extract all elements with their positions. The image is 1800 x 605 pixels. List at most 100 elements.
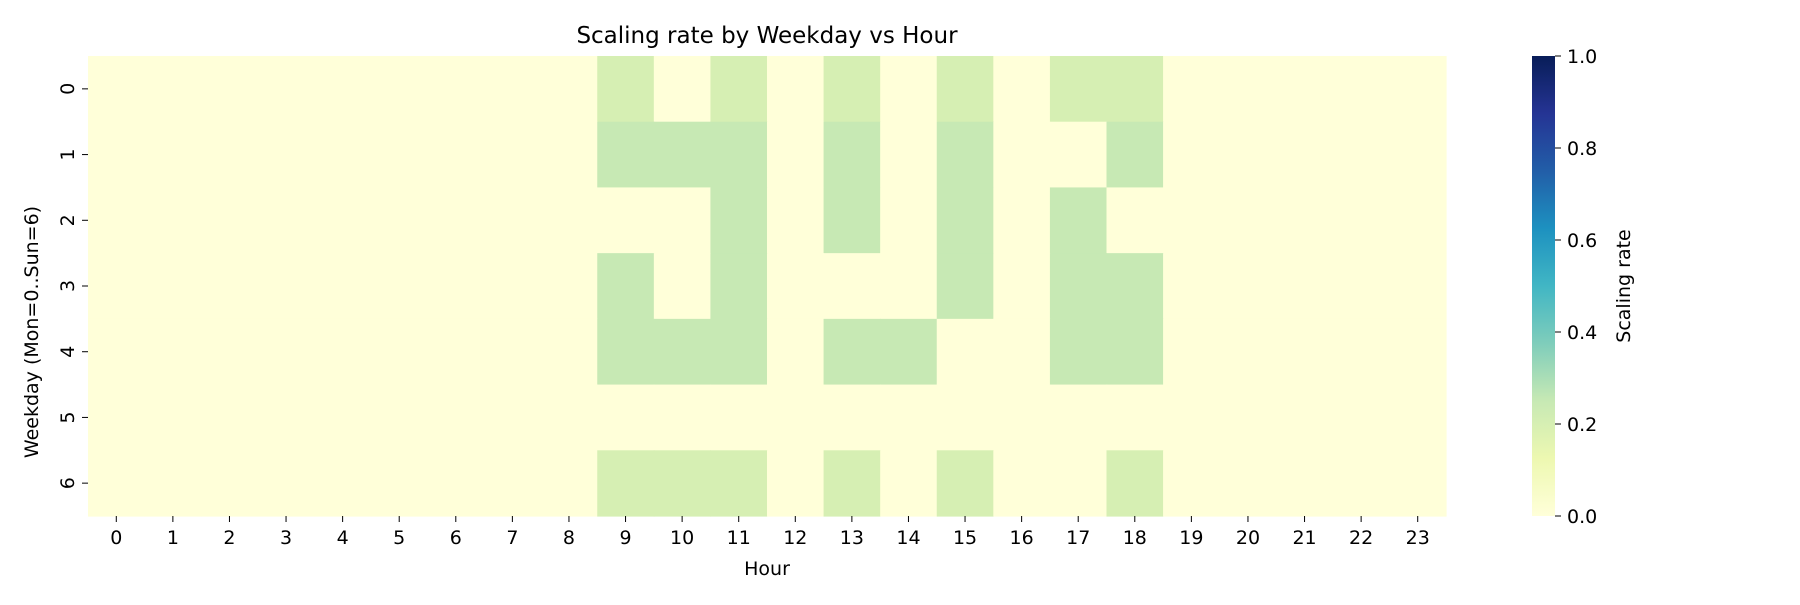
heatmap-cell: [540, 56, 598, 123]
heatmap-cell: [1219, 121, 1277, 189]
heatmap-cell: [257, 121, 315, 189]
heatmap-cell: [540, 121, 598, 189]
heatmap-cell: [1276, 450, 1334, 517]
heatmap-cell: [370, 384, 429, 451]
heatmap-cell: [201, 318, 259, 386]
x-tick-label: 7: [506, 527, 518, 549]
heatmap-cell: [484, 187, 542, 254]
heatmap-cell: [370, 56, 429, 123]
heatmap-cell: [597, 187, 655, 254]
heatmap-cell: [880, 56, 938, 123]
colorbar-tick-label: 0.6: [1567, 230, 1597, 252]
heatmap-cell: [823, 121, 881, 189]
heatmap-cell: [936, 253, 994, 320]
heatmap-cell: [144, 187, 202, 254]
colorbar-ticks: 0.0 0.2 0.4 0.6 0.8 1.0: [1555, 46, 1597, 528]
heatmap-cell: [597, 253, 655, 320]
heatmap-cell: [1389, 121, 1447, 189]
heatmap-cell: [1276, 384, 1334, 451]
y-tick-label: 3: [57, 280, 79, 292]
heatmap-cell: [540, 384, 598, 451]
heatmap-cell: [144, 121, 202, 189]
heatmap-cell: [88, 56, 146, 123]
heatmap-cell: [1106, 450, 1164, 517]
heatmap-cell: [880, 253, 938, 320]
heatmap-cell: [653, 253, 712, 320]
heatmap-cells: [88, 56, 1447, 517]
heatmap-cell: [823, 253, 881, 320]
heatmap-cell: [484, 56, 542, 123]
heatmap-cell: [144, 56, 202, 123]
colorbar: [1532, 56, 1555, 516]
y-tick-label: 6: [57, 477, 79, 489]
heatmap-cell: [201, 121, 259, 189]
heatmap-cell: [710, 384, 768, 451]
heatmap-cell: [314, 253, 372, 320]
x-axis-label: Hour: [744, 558, 790, 580]
colorbar-tick-label: 1.0: [1567, 46, 1597, 68]
y-axis-ticks: 0 1 2 3 4 5 6: [57, 83, 88, 489]
heatmap-cell: [1163, 121, 1221, 189]
x-tick-label: 5: [393, 527, 405, 549]
heatmap-cell: [936, 187, 994, 254]
colorbar-tick-label: 0.8: [1567, 138, 1597, 160]
heatmap-cell: [1389, 56, 1447, 123]
heatmap-cell: [1163, 187, 1221, 254]
x-tick-label: 23: [1406, 527, 1430, 549]
heatmap-cell: [597, 318, 655, 386]
x-tick-label: 11: [727, 527, 751, 549]
heatmap-cell: [1163, 450, 1221, 517]
heatmap-cell: [1049, 253, 1108, 320]
heatmap-cell: [993, 253, 1051, 320]
heatmap-cell: [314, 318, 372, 386]
colorbar-tick-label: 0.4: [1567, 322, 1597, 344]
heatmap-cell: [484, 318, 542, 386]
heatmap-cell: [1332, 318, 1391, 386]
heatmap-cell: [880, 384, 938, 451]
heatmap-cell: [1219, 253, 1277, 320]
heatmap-cell: [88, 450, 146, 517]
heatmap-cell: [144, 450, 202, 517]
heatmap-cell: [710, 253, 768, 320]
heatmap-cell: [823, 384, 881, 451]
heatmap-cell: [257, 450, 315, 517]
heatmap-cell: [484, 384, 542, 451]
heatmap-cell: [1219, 450, 1277, 517]
heatmap-cell: [823, 187, 881, 254]
heatmap-cell: [1389, 253, 1447, 320]
heatmap-cell: [653, 384, 712, 451]
heatmap-cell: [314, 384, 372, 451]
x-tick-label: 4: [337, 527, 349, 549]
heatmap-cell: [936, 56, 994, 123]
heatmap-cell: [1049, 56, 1108, 123]
heatmap-cell: [1276, 318, 1334, 386]
x-tick-label: 18: [1123, 527, 1147, 549]
heatmap-cell: [540, 187, 598, 254]
heatmap-cell: [1049, 450, 1108, 517]
x-tick-label: 16: [1010, 527, 1034, 549]
x-tick-label: 2: [223, 527, 235, 549]
heatmap-cell: [201, 187, 259, 254]
heatmap-cell: [1163, 253, 1221, 320]
heatmap-cell: [767, 253, 825, 320]
heatmap-cell: [597, 121, 655, 189]
heatmap-cell: [427, 318, 485, 386]
heatmap-cell: [1106, 318, 1164, 386]
heatmap-cell: [484, 253, 542, 320]
heatmap-cell: [144, 253, 202, 320]
heatmap-cell: [370, 450, 429, 517]
heatmap-cell: [1049, 187, 1108, 254]
heatmap-cell: [936, 384, 994, 451]
heatmap-cell: [427, 121, 485, 189]
heatmap-cell: [370, 121, 429, 189]
heatmap-cell: [1219, 187, 1277, 254]
heatmap-cell: [1276, 253, 1334, 320]
heatmap-cell: [484, 121, 542, 189]
heatmap-cell: [1276, 56, 1334, 123]
heatmap-cell: [1219, 56, 1277, 123]
x-tick-label: 14: [896, 527, 920, 549]
heatmap-cell: [1389, 450, 1447, 517]
heatmap-cell: [767, 187, 825, 254]
heatmap-cell: [710, 450, 768, 517]
